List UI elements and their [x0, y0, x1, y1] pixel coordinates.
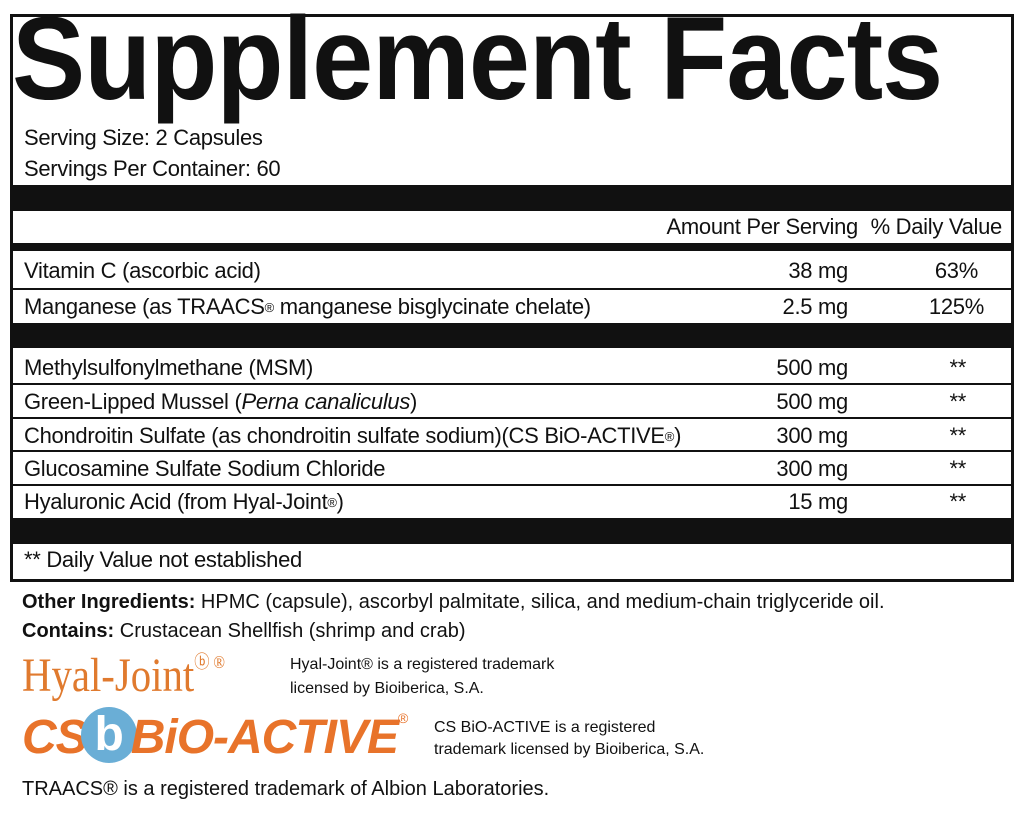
nutrient-amount: 2.5 mg	[782, 294, 849, 319]
row-divider	[10, 288, 1014, 290]
divider-thick	[10, 185, 1014, 211]
ingredient-amount: 300 mg	[776, 423, 848, 448]
name-text: )	[336, 489, 344, 514]
row-divider	[10, 450, 1014, 452]
name-text: Hyaluronic Acid (from Hyal-Joint	[24, 489, 328, 514]
nutrient-amount: 38 mg	[788, 258, 848, 283]
logo-text: BiO-ACTIVE	[130, 711, 399, 764]
cs-bio-active-logo: CS b BiO-ACTIVE®	[22, 707, 408, 764]
ingredient-name: Hyaluronic Acid (from Hyal-Joint®)	[24, 489, 344, 515]
logo-text: CS	[22, 711, 88, 764]
nutrient-dv: 125%	[928, 294, 984, 319]
allergen-contains: Contains: Crustacean Shellfish (shrimp a…	[22, 619, 465, 643]
servings-per-container: Servings Per Container: 60	[24, 156, 281, 181]
other-ingredients-label: Other Ingredients:	[22, 591, 196, 613]
name-text: manganese bisglycinate chelate)	[273, 294, 591, 319]
footnote: ** Daily Value not established	[24, 547, 302, 572]
name-text: Manganese (as TRAACS	[24, 294, 265, 319]
ingredient-name: Green-Lipped Mussel (Perna canaliculus)	[24, 389, 417, 415]
panel-title: Supplement Facts	[12, 0, 943, 125]
ingredient-dv: **	[949, 389, 966, 414]
name-text: )	[674, 423, 682, 448]
logo-text: Hyal-Joint	[22, 649, 195, 702]
ingredient-amount: 300 mg	[776, 456, 848, 481]
ingredient-dv: **	[949, 355, 966, 380]
registered-mark: ®	[264, 300, 275, 315]
name-text: Chondroitin Sulfate (as chondroitin sulf…	[24, 423, 665, 448]
ingredient-dv: **	[949, 456, 966, 481]
other-ingredients-text: HPMC (capsule), ascorbyl palmitate, sili…	[195, 591, 885, 613]
cs-bio-active-note: CS BiO-ACTIVE is a registered	[434, 719, 656, 736]
ingredient-dv: **	[949, 489, 966, 514]
header-daily-value: % Daily Value	[870, 214, 1003, 239]
ingredient-amount: 500 mg	[776, 389, 848, 414]
name-text: Green-Lipped Mussel (	[24, 389, 242, 414]
nutrient-name: Vitamin C (ascorbic acid)	[24, 258, 261, 283]
bioiberica-b-icon: b	[80, 707, 137, 764]
hyal-joint-note: Hyal-Joint® is a registered trademark	[290, 656, 555, 673]
nutrient-dv: 63%	[934, 258, 978, 283]
hyal-joint-note: licensed by Bioiberica, S.A.	[290, 680, 484, 697]
ingredient-dv: **	[949, 423, 966, 448]
serving-size: Serving Size: 2 Capsules	[24, 125, 263, 150]
hyal-joint-logo: Hyal-Jointⓑ ®	[22, 649, 226, 702]
header-amount: Amount Per Serving	[666, 214, 859, 239]
other-ingredients: Other Ingredients: HPMC (capsule), ascor…	[22, 590, 885, 614]
divider-medium	[10, 243, 1014, 251]
species-name: Perna canaliculus	[241, 389, 411, 414]
divider-thick	[10, 323, 1014, 348]
divider-thick	[10, 518, 1014, 544]
nutrient-name: Manganese (as TRAACS® manganese bisglyci…	[24, 294, 591, 320]
ingredient-name: Methylsulfonylmethane (MSM)	[24, 355, 313, 380]
registered-mark: ®	[327, 495, 337, 510]
ingredient-name: Chondroitin Sulfate (as chondroitin sulf…	[24, 423, 681, 449]
contains-text: Crustacean Shellfish (shrimp and crab)	[114, 620, 466, 642]
ingredient-amount: 15 mg	[788, 489, 848, 514]
registered-mark: ®	[664, 429, 675, 444]
row-divider	[10, 383, 1014, 385]
contains-label: Contains:	[22, 620, 115, 642]
traacs-note: TRAACS® is a registered trademark of Alb…	[22, 778, 550, 800]
cs-bio-active-note: trademark licensed by Bioiberica, S.A.	[434, 741, 705, 758]
row-divider	[10, 484, 1014, 486]
supplement-facts-panel	[10, 14, 1014, 582]
ingredient-name: Glucosamine Sulfate Sodium Chloride	[24, 456, 386, 481]
ingredient-amount: 500 mg	[776, 355, 848, 380]
name-text: )	[410, 389, 418, 414]
row-divider	[10, 417, 1014, 419]
